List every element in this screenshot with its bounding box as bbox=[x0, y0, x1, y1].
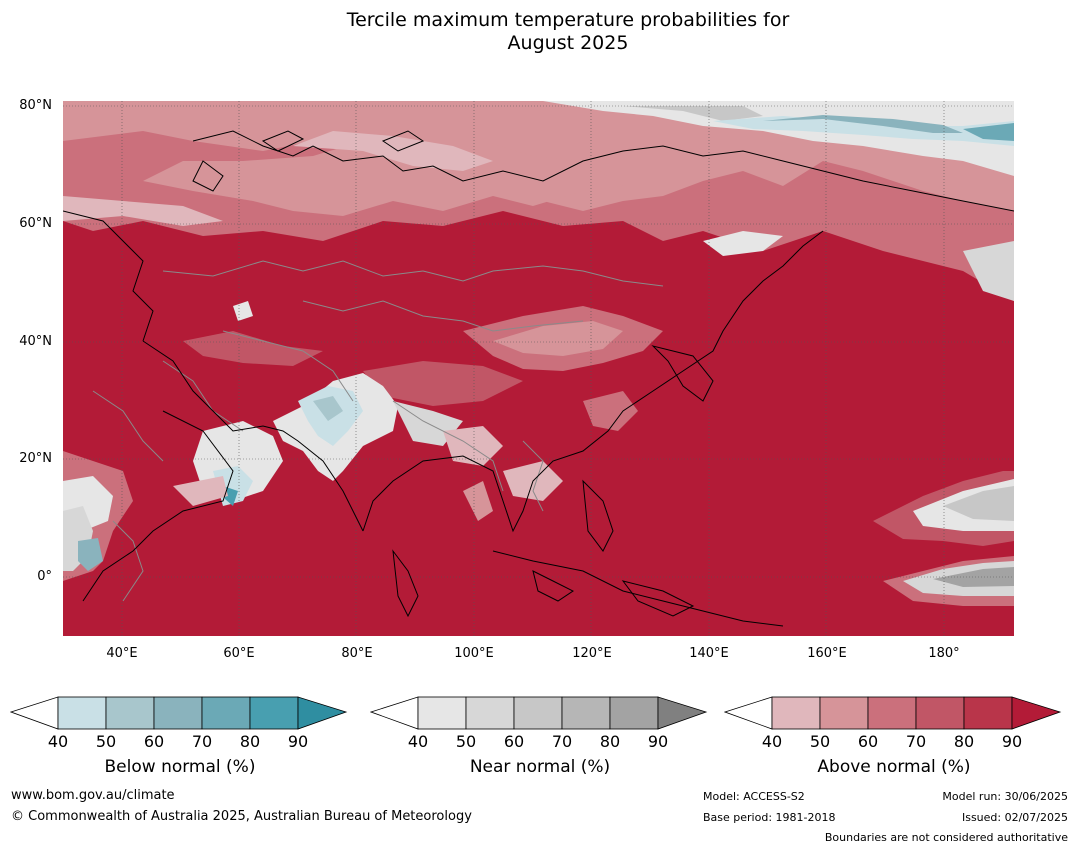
probability-map bbox=[63, 101, 1014, 636]
colorbar-near-normal: 40 50 60 70 80 90 Near normal (%) bbox=[370, 696, 710, 777]
colorbar-extend-high bbox=[1011, 696, 1062, 730]
colorbar-near-normal-label: Near normal (%) bbox=[469, 757, 611, 777]
colorbar-tick: 60 bbox=[143, 732, 165, 751]
colorbar-above-normal-swatches bbox=[724, 696, 1062, 730]
colorbar-swatch bbox=[867, 696, 917, 730]
colorbar-above-normal-ticks: 40 50 60 70 80 90 bbox=[724, 732, 1064, 752]
colorbar-below-normal-swatches bbox=[10, 696, 348, 730]
colorbar-tick: 70 bbox=[905, 732, 927, 751]
country-borders bbox=[92, 260, 664, 602]
colorbar-near-normal-ticks: 40 50 60 70 80 90 bbox=[370, 732, 710, 752]
colorbar-swatch bbox=[513, 696, 563, 730]
lat-label-80n: 80°N bbox=[19, 98, 52, 113]
colorbar-swatch bbox=[963, 696, 1013, 730]
colorbar-near-normal-swatches bbox=[370, 696, 708, 730]
colorbar-swatch bbox=[249, 696, 299, 730]
colorbar-swatch bbox=[105, 696, 155, 730]
colorbar-tick: 90 bbox=[287, 732, 309, 751]
lat-label-40n: 40°N bbox=[19, 334, 52, 349]
colorbar-tick: 50 bbox=[95, 732, 117, 751]
colorbar-tick: 90 bbox=[647, 732, 669, 751]
colorbar-tick: 60 bbox=[857, 732, 879, 751]
lat-label-20n: 20°N bbox=[19, 451, 52, 466]
lon-label-120e: 120°E bbox=[572, 646, 612, 661]
colorbar-extend-low bbox=[10, 696, 59, 730]
lon-label-180: 180° bbox=[928, 646, 960, 661]
colorbar-tick: 80 bbox=[599, 732, 621, 751]
map-title: Tercile maximum temperature probabilitie… bbox=[0, 9, 1081, 55]
lon-label-160e: 160°E bbox=[807, 646, 847, 661]
colorbar-above-normal-label: Above normal (%) bbox=[817, 757, 971, 777]
africa-west bbox=[63, 451, 133, 581]
map-canvas bbox=[63, 101, 1014, 636]
map-gridlines bbox=[63, 101, 1014, 636]
lon-label-80e: 80°E bbox=[341, 646, 373, 661]
pacific-near-normal bbox=[873, 471, 1014, 606]
colorbar-tick: 70 bbox=[551, 732, 573, 751]
lat-label-0: 0° bbox=[37, 569, 52, 584]
coastlines bbox=[63, 130, 1014, 627]
lon-label-100e: 100°E bbox=[454, 646, 494, 661]
colorbar-extend-low bbox=[724, 696, 773, 730]
colorbar-swatch bbox=[153, 696, 203, 730]
model-text: Model: ACCESS-S2 bbox=[703, 790, 805, 803]
colorbar-above-normal: 40 50 60 70 80 90 Above normal (%) bbox=[724, 696, 1064, 777]
colorbar-tick: 80 bbox=[953, 732, 975, 751]
colorbar-extend-high bbox=[657, 696, 708, 730]
colorbar-below-normal: 40 50 60 70 80 90 Below normal (%) bbox=[10, 696, 350, 777]
copyright-text: © Commonwealth of Australia 2025, Austra… bbox=[11, 809, 472, 824]
title-line-1: Tercile maximum temperature probabilitie… bbox=[346, 9, 790, 31]
colorbar-tick: 50 bbox=[809, 732, 831, 751]
colorbar-tick: 70 bbox=[191, 732, 213, 751]
colorbar-extend-high bbox=[297, 696, 348, 730]
colorbar-tick: 40 bbox=[47, 732, 69, 751]
colorbar-swatch bbox=[57, 696, 107, 730]
colorbar-tick: 90 bbox=[1001, 732, 1023, 751]
lon-label-40e: 40°E bbox=[106, 646, 138, 661]
colorbar-extend-low bbox=[370, 696, 419, 730]
colorbar-swatch bbox=[465, 696, 515, 730]
colorbar-tick: 80 bbox=[239, 732, 261, 751]
lat-label-60n: 60°N bbox=[19, 216, 52, 231]
base-period-text: Base period: 1981-2018 bbox=[703, 811, 836, 824]
disclaimer-text: Boundaries are not considered authoritat… bbox=[824, 831, 1068, 844]
south-asia-mixed bbox=[173, 373, 638, 521]
lon-label-140e: 140°E bbox=[689, 646, 729, 661]
colorbar-swatch bbox=[819, 696, 869, 730]
colorbar-tick: 40 bbox=[407, 732, 429, 751]
arctic-near-normal bbox=[543, 101, 1014, 301]
colorbar-swatch bbox=[201, 696, 251, 730]
colorbar-swatch bbox=[609, 696, 659, 730]
colorbar-swatch bbox=[771, 696, 821, 730]
colorbar-below-normal-ticks: 40 50 60 70 80 90 bbox=[10, 732, 350, 752]
lon-label-60e: 60°E bbox=[223, 646, 255, 661]
model-run-text: Model run: 30/06/2025 bbox=[942, 790, 1068, 803]
issued-text: Issued: 02/07/2025 bbox=[961, 811, 1068, 824]
central-light-zone bbox=[183, 301, 663, 406]
title-line-2: August 2025 bbox=[507, 32, 629, 54]
colorbar-swatch bbox=[915, 696, 965, 730]
website-link[interactable]: www.bom.gov.au/climate bbox=[11, 788, 175, 803]
colorbar-tick: 40 bbox=[761, 732, 783, 751]
colorbar-tick: 60 bbox=[503, 732, 525, 751]
colorbar-below-normal-label: Below normal (%) bbox=[104, 757, 256, 777]
colorbar-tick: 50 bbox=[455, 732, 477, 751]
colorbar-swatch bbox=[561, 696, 611, 730]
colorbar-swatch bbox=[417, 696, 467, 730]
